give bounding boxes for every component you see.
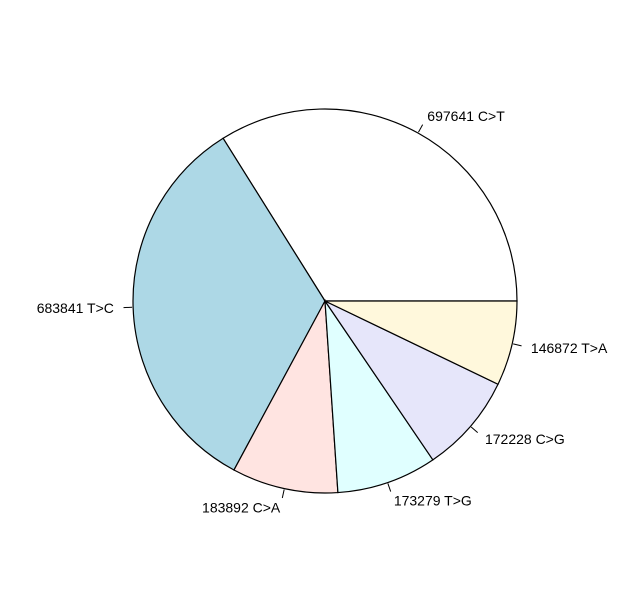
pie-slice-1 (132, 137, 326, 471)
pie-leader-4 (470, 426, 479, 433)
pie-slice-0 (222, 108, 518, 302)
pie-slice-4 (323, 299, 499, 461)
pie-slice-2 (233, 298, 339, 494)
pie-slice-3 (324, 298, 434, 494)
pie-label-2: 183892 C>A (202, 499, 281, 515)
pie-slices (132, 108, 518, 494)
pie-leader-2 (281, 489, 285, 499)
pie-leader-5 (513, 343, 522, 347)
pie-label-1: 683841 T>C (37, 300, 114, 316)
pie-label-5: 146872 T>A (531, 340, 608, 356)
pie-leader-lines (123, 124, 522, 499)
pie-label-0: 697641 C>T (427, 108, 505, 124)
pie-label-4: 172228 C>G (485, 431, 565, 447)
pie-leader-3 (387, 483, 392, 492)
pie-slice-5 (324, 300, 518, 386)
pie-label-3: 173279 T>G (394, 493, 472, 509)
pie-labels: 697641 C>T 683841 T>C 183892 C>A 173279 T>G… (37, 108, 608, 515)
pie-leader-0 (418, 124, 424, 133)
